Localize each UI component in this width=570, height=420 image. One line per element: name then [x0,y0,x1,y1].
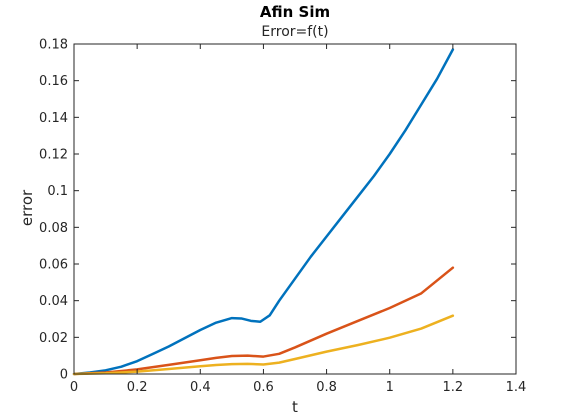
y-tick-label: 0.18 [39,38,68,53]
y-tick-label: 0.04 [39,294,68,309]
y-tick-label: 0.06 [39,258,68,273]
chart-subtitle: Error=f(t) [261,24,328,40]
series-line-2 [72,266,455,376]
y-tick-label: 0.08 [39,221,68,236]
x-tick-label: 1 [386,380,394,395]
series-line-3 [72,314,455,376]
x-tick-label: 0.6 [253,380,274,395]
y-tick-label: 0.16 [39,74,68,89]
x-tick-label: 0.8 [316,380,337,395]
series-line-1 [72,48,455,376]
x-tick-label: 0.2 [127,380,148,395]
chart-title: Afin Sim [260,3,330,21]
x-tick-label: 1.2 [443,380,464,395]
y-tick-label: 0.1 [47,184,68,199]
y-tick-label: 0.12 [39,148,68,163]
y-tick-label: 0 [60,368,68,383]
x-tick-label: 0 [70,380,78,395]
x-tick-label: 1.4 [506,380,527,395]
y-ticks: 0 0.02 0.04 0.06 0.08 0.1 0.12 0.14 0.16 0.18 [39,38,516,383]
y-tick-label: 0.14 [39,111,68,126]
x-ticks: 0 0.2 0.4 0.6 0.8 1 1.2 1.4 [70,44,526,395]
x-axis-label: t [292,398,298,416]
series-layer [72,48,455,376]
axes-box [73,43,517,375]
y-tick-label: 0.02 [39,331,68,346]
y-axis-label: error [18,189,36,226]
x-tick-label: 0.4 [190,380,211,395]
